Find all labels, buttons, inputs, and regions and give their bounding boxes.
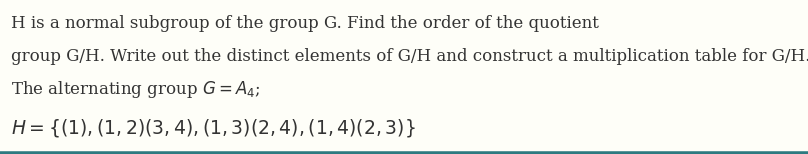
- Text: $H = \{(1), (1,2)(3,4), (1,3)(2,4), (1,4)(2,3)\}$: $H = \{(1), (1,2)(3,4), (1,3)(2,4), (1,4…: [11, 117, 415, 139]
- Text: H is a normal subgroup of the group G. Find the order of the quotient: H is a normal subgroup of the group G. F…: [11, 15, 599, 32]
- Text: The alternating group $G = A_4$;: The alternating group $G = A_4$;: [11, 79, 260, 100]
- Text: group G/H. Write out the distinct elements of G/H and construct a multiplication: group G/H. Write out the distinct elemen…: [11, 49, 808, 65]
